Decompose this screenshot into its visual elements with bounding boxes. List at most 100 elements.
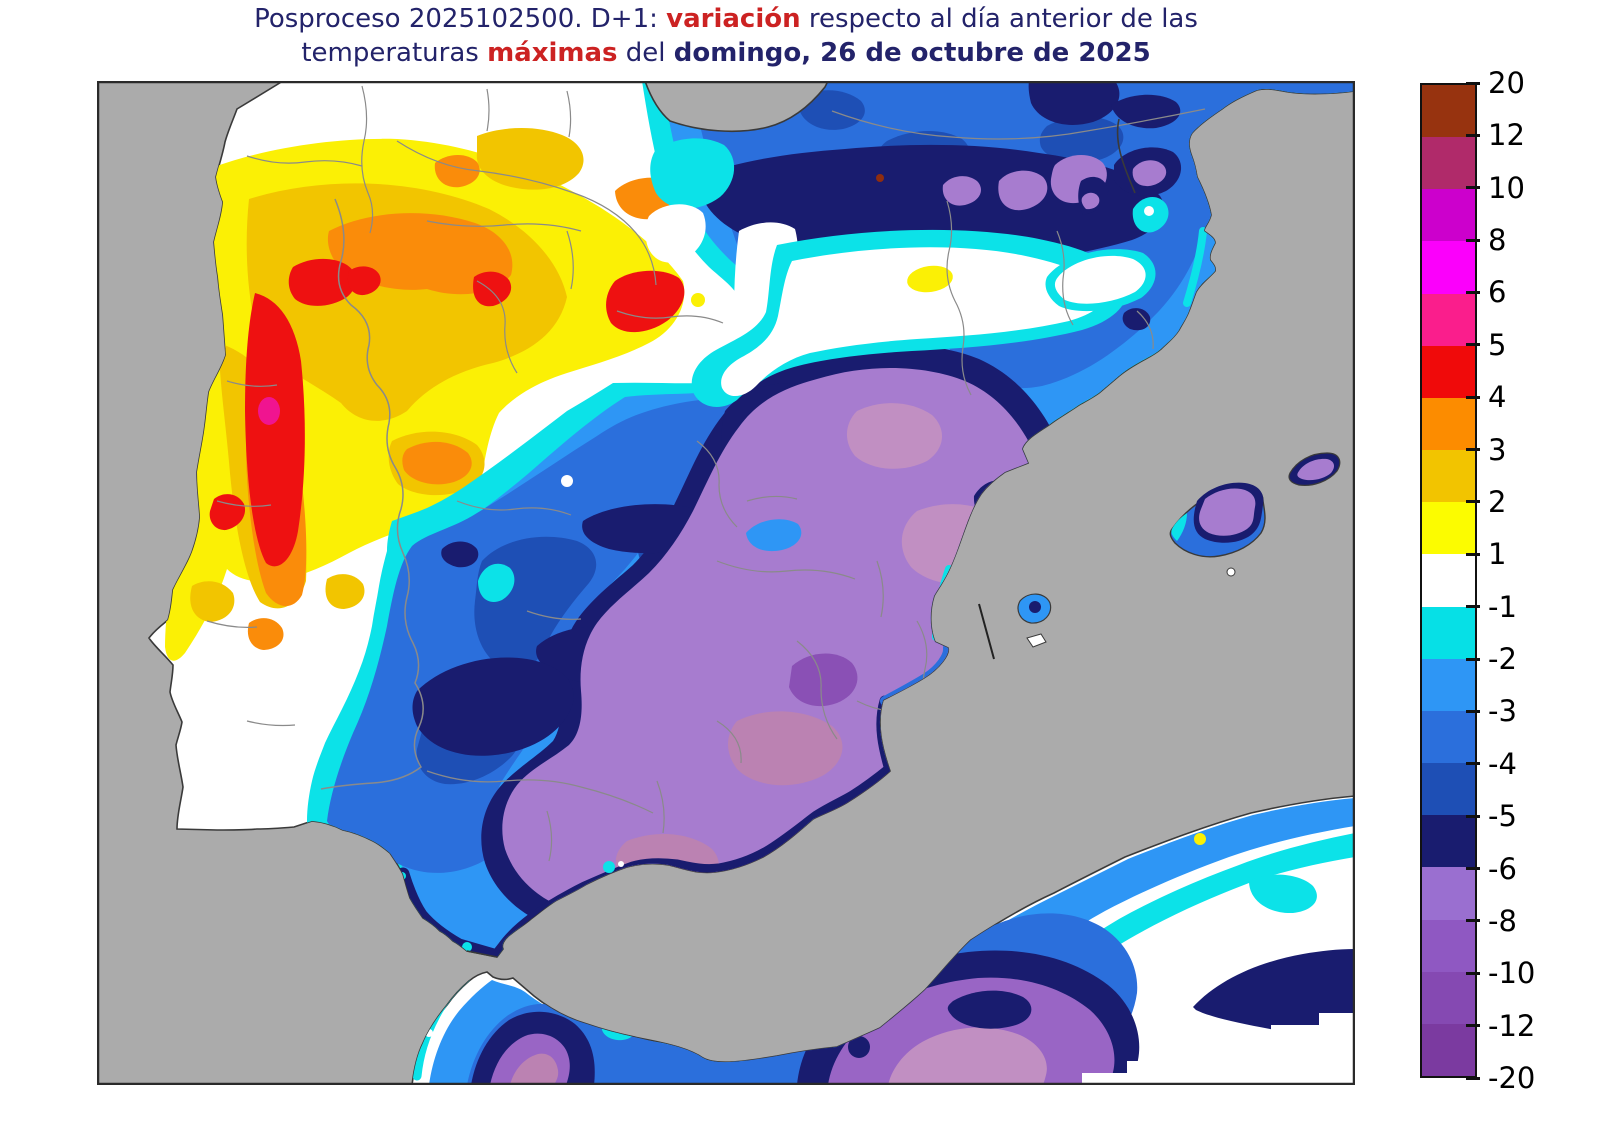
mallorca-cyan-tip (1171, 513, 1187, 541)
field-red-zamora (606, 270, 685, 333)
field-navy-badajoz (412, 657, 574, 756)
title-text-plain: respecto al día anterior de las (800, 4, 1198, 34)
border-line (486, 88, 572, 138)
tick-label: 1 (1488, 537, 1507, 572)
field-navy-africa-ne (1193, 949, 1355, 1032)
border-line (361, 85, 374, 234)
colorbar-segment-8-to-10 (1422, 189, 1475, 242)
border-portugal-spain (320, 198, 424, 790)
title-text-bold: domingo, 26 de octubre de 2025 (673, 38, 1151, 68)
colorbar-segment--3-to--2 (1422, 658, 1475, 711)
tick-label: 3 (1488, 432, 1507, 467)
field-cyan-basque (650, 138, 735, 209)
tick-label: 10 (1488, 170, 1525, 205)
tick-label: 4 (1488, 380, 1507, 415)
field-amber-lisbon (190, 581, 235, 622)
field-red-douro2 (347, 266, 381, 296)
field-purple-girona1 (1132, 160, 1167, 187)
field-purple-girona2 (1081, 192, 1100, 210)
map-panel (97, 81, 1355, 1085)
field-white-dot-girona (1144, 206, 1154, 216)
border-line (946, 200, 1154, 396)
colorbar-segment--5-to--4 (1422, 763, 1475, 816)
title-text-plain: del (617, 38, 674, 68)
field-navy-atlas-spot1 (947, 990, 1032, 1029)
border-line (696, 440, 798, 528)
border-line (716, 560, 884, 740)
colorbar-ticks: 20 12 10 8 6 5 4 3 2 1 -1 -2 -3 -4 -5 -6 -8 -10 -12 -20 (1466, 66, 1576, 1095)
field-amber-alentejo (325, 574, 365, 609)
tick-label: 2 (1488, 484, 1507, 519)
colorbar-segment-10-to-12 (1422, 137, 1475, 190)
colorbar-segment--8-to--6 (1422, 867, 1475, 920)
map-region (466, 118, 1136, 958)
field-purple-pyr2 (998, 170, 1048, 211)
title-text-plain: Posproceso 2025102500. D+1: (254, 4, 667, 34)
colorbar-segment-3-to-4 (1422, 397, 1475, 451)
field-pink-rif (510, 1053, 559, 1085)
tick-label: -12 (1488, 1008, 1536, 1043)
colorbar-segment--10-to--8 (1422, 919, 1475, 972)
border-line (456, 500, 582, 620)
field-maroon-dot (876, 174, 884, 182)
title-text-accent: máximas (487, 38, 618, 68)
tick-label: -4 (1488, 746, 1517, 781)
field-navy-top1 (1028, 81, 1120, 125)
field-pink-atlas (888, 1027, 1047, 1085)
no-data-steps (1082, 1013, 1355, 1085)
field-orange-gredos (402, 441, 472, 485)
menorca-purple-core (1297, 458, 1335, 481)
tick-label: -20 (1488, 1061, 1536, 1095)
tick-label: -3 (1488, 694, 1517, 729)
coastline-overlay (466, 118, 1136, 958)
colorbar-segment--4-to--3 (1422, 710, 1475, 764)
field-red-coast (245, 293, 305, 567)
tick-label: -5 (1488, 799, 1517, 834)
field-orange-cantabrico (434, 154, 480, 188)
tick-label: -2 (1488, 642, 1517, 677)
field-white-neck (645, 204, 706, 263)
field-yellow-dot-ebro (907, 265, 953, 293)
colorbar-segment-5-to-6 (1422, 293, 1475, 346)
colorbar-segment-4-to-5 (1422, 345, 1475, 398)
colorbar-segment--6-to--5 (1422, 815, 1475, 868)
tick-label: -8 (1488, 903, 1517, 938)
field-blue1-madrid-spot (746, 519, 802, 552)
formentera (1026, 633, 1047, 648)
field-cyan-africa-band (968, 833, 1355, 1085)
field-blue3-top2 (798, 90, 865, 130)
border-line (426, 720, 742, 862)
iberia-temperature-map (97, 81, 1355, 1085)
border-line (246, 155, 363, 167)
field-yellow-dot-small (691, 293, 705, 307)
temperature-field (165, 81, 1355, 1085)
tick-label: 12 (1488, 118, 1525, 153)
tick-label: -6 (1488, 851, 1517, 886)
map-title-line1: Posproceso 2025102500. D+1: variación re… (97, 2, 1355, 36)
field-navy-atlas-spot2 (848, 1036, 870, 1058)
field-cyan-dot-marbella (603, 861, 615, 873)
cabrera (1226, 567, 1236, 577)
colorbar-segment--12-to--10 (1422, 971, 1475, 1024)
tick-label: 20 (1488, 66, 1525, 100)
bay-of-biscay (644, 81, 829, 133)
field-cyan-coast-catalonia (1183, 227, 1207, 307)
field-orange-porto (247, 618, 284, 650)
map-title: Posproceso 2025102500. D+1: variación re… (97, 2, 1355, 70)
colorbar-segment-12-to-20 (1422, 85, 1475, 138)
field-red-coast-south (209, 494, 246, 531)
colorbar-segment-6-to-8 (1422, 241, 1475, 294)
field-purple3-patch (789, 653, 858, 707)
border-line (426, 220, 724, 374)
border-france-spain (831, 108, 1206, 140)
field-yellow-dot-africa (1194, 833, 1206, 845)
ibiza-navy-center (1029, 601, 1041, 613)
tick-label: -1 (1488, 589, 1517, 624)
field-magenta-dot (258, 397, 280, 425)
colorbar-segment--1-to-1 (1422, 554, 1475, 607)
field-navy-extremadura-dot (441, 541, 479, 568)
colorbar-segment--20-to--12 (1422, 1023, 1475, 1076)
field-navy-barcelona (1122, 308, 1151, 331)
tick-label: 6 (1488, 275, 1507, 310)
